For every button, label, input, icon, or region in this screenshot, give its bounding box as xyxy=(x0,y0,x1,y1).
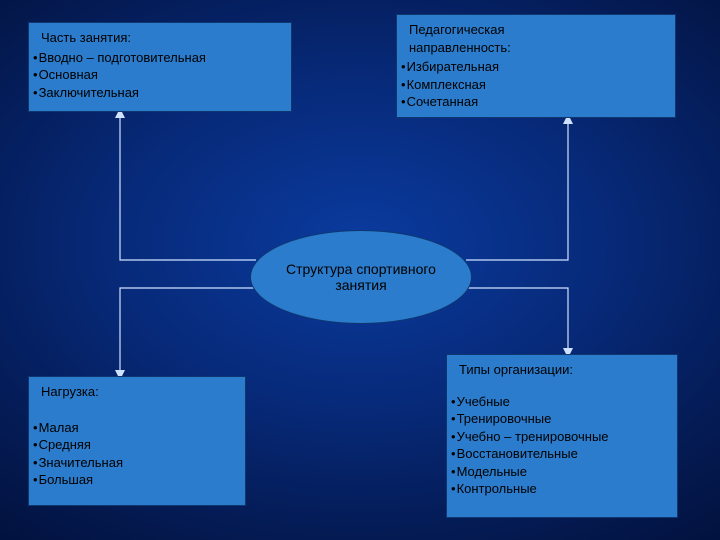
list-item: Модельные xyxy=(449,463,675,481)
box-pedagogical-focus-title-text: Педагогическая направленность: xyxy=(409,21,569,56)
list-item: Значительная xyxy=(31,454,243,472)
list-item: Большая xyxy=(31,471,243,489)
connector-tr xyxy=(466,120,568,260)
center-label: Структура спортивного занятия xyxy=(261,261,461,293)
connector-br xyxy=(466,288,568,352)
box-pedagogical-focus-title: Педагогическая направленность: xyxy=(409,21,673,56)
list-item: Контрольные xyxy=(449,480,675,498)
center-ellipse: Структура спортивного занятия xyxy=(250,230,472,324)
list-item: Средняя xyxy=(31,436,243,454)
list-item: Сочетанная xyxy=(399,93,673,111)
box-organization-types-list: Учебные Тренировочные Учебно – тренирово… xyxy=(449,393,675,498)
connector-tl xyxy=(120,114,256,260)
box-organization-types-title: Типы организации: xyxy=(459,361,675,379)
box-load-title: Нагрузка: xyxy=(41,383,243,401)
box-load-list: Малая Средняя Значительная Большая xyxy=(31,419,243,489)
box-load: Нагрузка: Малая Средняя Значительная Бол… xyxy=(28,376,246,506)
list-item: Учебные xyxy=(449,393,675,411)
list-item: Тренировочные xyxy=(449,410,675,428)
box-lesson-part: Часть занятия: Вводно – подготовительная… xyxy=(28,22,292,112)
connector-bl xyxy=(120,288,256,374)
box-pedagogical-focus-list: Избирательная Комплексная Сочетанная xyxy=(399,58,673,111)
list-item: Учебно – тренировочные xyxy=(449,428,675,446)
list-item: Избирательная xyxy=(399,58,673,76)
list-item: Восстановительные xyxy=(449,445,675,463)
box-pedagogical-focus: Педагогическая направленность: Избирател… xyxy=(396,14,676,118)
list-item: Заключительная xyxy=(31,84,289,102)
box-organization-types: Типы организации: Учебные Тренировочные … xyxy=(446,354,678,518)
list-item: Основная xyxy=(31,66,289,84)
list-item: Комплексная xyxy=(399,76,673,94)
list-item: Малая xyxy=(31,419,243,437)
list-item: Вводно – подготовительная xyxy=(31,49,289,67)
box-lesson-part-title: Часть занятия: xyxy=(41,29,289,47)
box-lesson-part-list: Вводно – подготовительная Основная Заклю… xyxy=(31,49,289,102)
